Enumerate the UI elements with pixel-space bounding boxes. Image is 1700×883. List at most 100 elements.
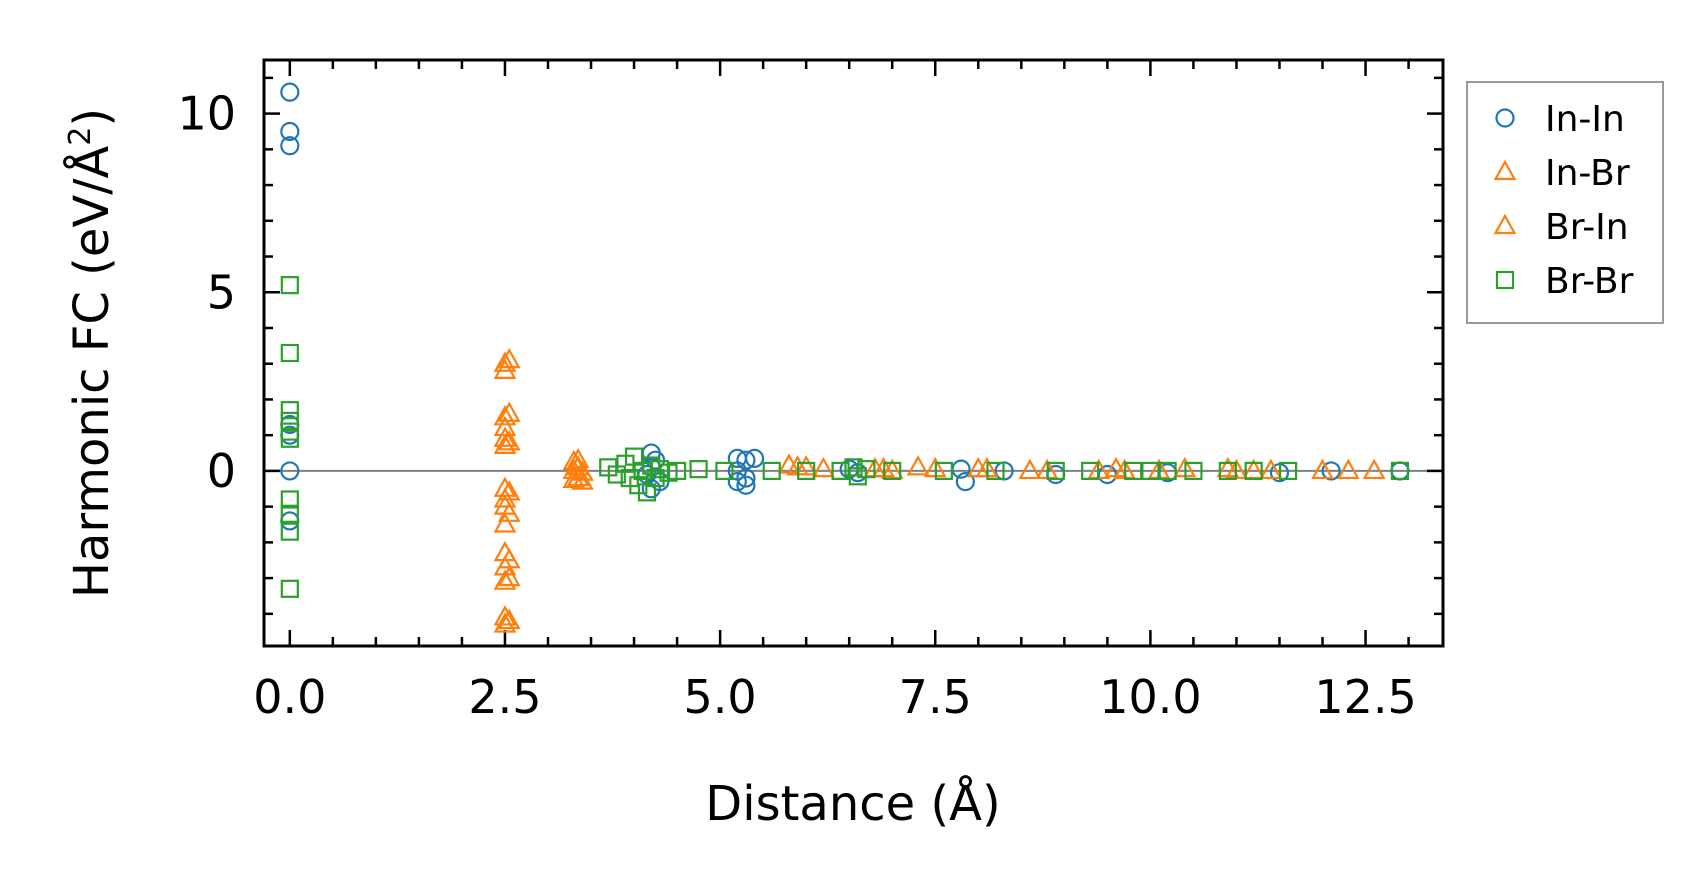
data-point [1362, 458, 1386, 480]
legend-label: In-Br [1545, 153, 1630, 194]
data-point [715, 461, 734, 481]
data-point [280, 343, 299, 363]
data-point [280, 429, 299, 448]
data-point [280, 276, 299, 295]
data-point [493, 358, 517, 379]
data-point [280, 136, 300, 156]
legend: In-In In-Br Br-In Br-Br [1466, 81, 1664, 324]
legend-item: Br-In [1493, 207, 1629, 248]
data-point [966, 456, 990, 478]
legend-marker [1493, 159, 1517, 181]
x-tick-label: 0.0 [253, 670, 326, 724]
legend-item: Br-Br [1495, 261, 1634, 302]
data-point [571, 469, 594, 490]
data-point [1158, 461, 1177, 481]
data-point [280, 401, 299, 420]
data-point [280, 461, 300, 481]
data-point [762, 461, 781, 481]
data-point [497, 347, 521, 369]
data-point [1390, 461, 1410, 481]
series-br-br [280, 276, 1410, 598]
data-point [562, 467, 586, 488]
data-point [280, 411, 299, 430]
data-point [744, 448, 765, 469]
legend-label: In-In [1545, 99, 1625, 140]
data-point [497, 565, 521, 587]
data-point [1311, 458, 1334, 480]
plot-frame [262, 58, 1445, 648]
y-axis-label: Harmonic FC (eV/Å2) [63, 108, 120, 598]
y-axis-label-main: Harmonic FC (eV/Å [63, 146, 120, 599]
data-point [797, 461, 816, 481]
data-point [497, 480, 521, 501]
data-point [1259, 458, 1283, 480]
data-point [1216, 456, 1240, 478]
data-point [736, 475, 756, 495]
data-point [689, 460, 708, 479]
data-point [571, 460, 594, 481]
data-point [493, 426, 517, 447]
data-point [497, 401, 521, 422]
data-point [831, 461, 850, 481]
data-point [1244, 461, 1263, 481]
data-point [667, 461, 687, 481]
legend-box [1466, 81, 1664, 324]
y-tick-label: 10 [177, 87, 236, 141]
tick-labels: 0.0 2.5 5.0 7.5 10.0 12.5 0 5 10 [177, 87, 1416, 724]
data-point [280, 121, 300, 142]
x-axis-label: Distance (Å) [705, 775, 1000, 832]
data-point [566, 455, 590, 476]
data-point [883, 461, 902, 481]
data-point [493, 433, 517, 455]
data-point [493, 569, 517, 590]
plot-background [264, 60, 1443, 646]
data-point [497, 608, 521, 630]
x-tick-label: 5.0 [684, 670, 757, 724]
data-point [986, 461, 1005, 481]
x-tick-label: 7.5 [899, 670, 972, 724]
data-point [727, 472, 747, 492]
data-point [736, 468, 756, 488]
data-point [280, 82, 300, 102]
y-axis-label-close: ) [64, 108, 120, 127]
data-point [1321, 461, 1341, 481]
data-point [1081, 461, 1100, 481]
data-point [812, 456, 835, 478]
data-point [497, 430, 521, 451]
data-point [562, 458, 586, 480]
data-point [280, 490, 299, 509]
data-point [1336, 458, 1360, 480]
legend-marker [1495, 108, 1515, 128]
data-point [280, 579, 299, 598]
data-point [493, 612, 517, 633]
y-tick-label: 0 [207, 444, 236, 498]
data-point [1141, 461, 1160, 481]
legend-marker [1495, 270, 1515, 290]
x-tick-label: 2.5 [468, 670, 541, 724]
y-tick-label: 5 [207, 265, 236, 319]
data-point [1218, 461, 1237, 481]
data-point [280, 504, 299, 523]
data-point [641, 479, 661, 499]
data-point [1018, 458, 1042, 480]
data-point [493, 351, 517, 372]
data-point [857, 460, 876, 479]
data-point [1124, 461, 1143, 481]
data-point [497, 501, 521, 522]
data-point [1046, 461, 1065, 481]
data-point [280, 522, 299, 541]
data-point [955, 472, 975, 492]
series-in-br [493, 351, 1386, 633]
data-point [493, 512, 517, 533]
legend-label: Br-In [1545, 207, 1629, 248]
series-br-in [497, 347, 1360, 630]
legend-marker [1493, 213, 1517, 235]
data-point [1184, 461, 1203, 481]
data-point [493, 605, 517, 626]
x-tick-label: 10.0 [1099, 670, 1201, 724]
data-point [906, 455, 930, 476]
legend-label: Br-Br [1545, 261, 1634, 302]
y-axis-label-superscript: 2 [63, 127, 98, 146]
legend-item: In-In [1495, 99, 1625, 140]
